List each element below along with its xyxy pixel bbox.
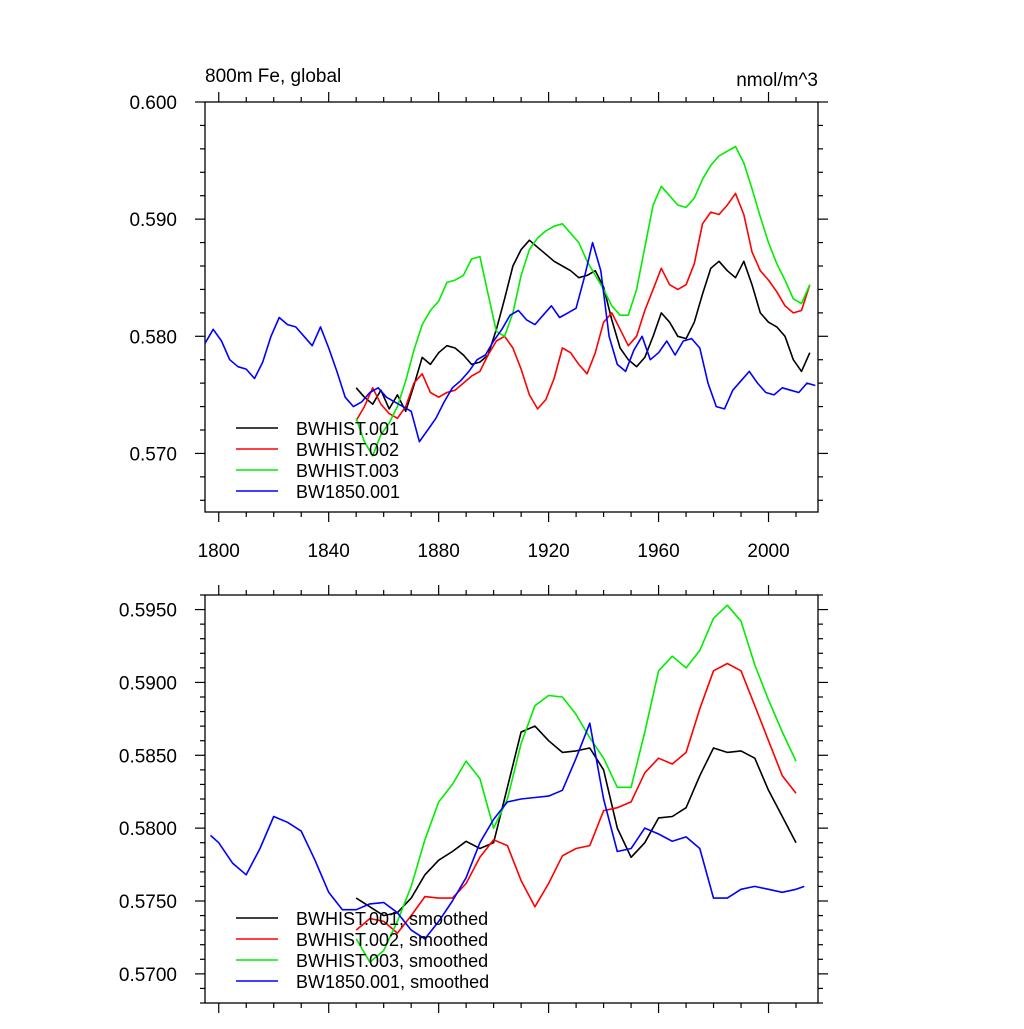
series-line-bwhist-001-smoothed — [355, 725, 797, 917]
y-tick-label: 0.5850 — [119, 746, 177, 767]
series-line-bwhist-003 — [355, 145, 811, 457]
x-tick-label: 2000 — [747, 541, 789, 562]
top-plot-area: 1800 1840 1880 1920 1960 2000 0.570 0.580 0.590 0… — [129, 92, 828, 562]
y-tick-label: 0.5800 — [119, 819, 177, 840]
bottom-panel: 0.5700 0.5750 0.5800 0.5850 0.5900 0.5950 BWHI… — [119, 585, 828, 1013]
chart-title: 800m Fe, global — [205, 66, 341, 87]
y-tick-label: 0.570 — [129, 444, 177, 465]
chart-units: nmol/m^3 — [736, 70, 818, 91]
top-panel: 800m Fe, global nmol/m^3 1800 1840 1880 192… — [129, 66, 828, 562]
y-tick-label: 0.600 — [129, 93, 177, 114]
series-line-bwhist-002-smoothed — [355, 662, 797, 934]
legend-label: BW1850.001 — [296, 482, 400, 502]
plot-frame — [204, 101, 819, 513]
legend-label: BWHIST.003 — [296, 461, 399, 481]
legend-label: BWHIST.002 — [296, 440, 399, 460]
y-tick-label: 0.5700 — [119, 965, 177, 986]
bottom-plot-area: 0.5700 0.5750 0.5800 0.5850 0.5900 0.5950 BWHI… — [119, 585, 828, 1013]
x-tick-label: 1800 — [198, 541, 240, 562]
legend-label: BWHIST.001 — [296, 419, 399, 439]
x-tick-label: 1960 — [637, 541, 679, 562]
series-line-bwhist-003-smoothed — [355, 604, 797, 964]
y-tick-label: 0.5950 — [119, 601, 177, 622]
y-tick-label: 0.580 — [129, 327, 177, 348]
series-line-bwhist-002 — [355, 192, 811, 422]
x-tick-label: 1840 — [308, 541, 350, 562]
series-line-bwhist-001 — [355, 239, 811, 413]
y-tick-label: 0.5900 — [119, 673, 177, 694]
legend-label: BWHIST.001, smoothed — [296, 909, 488, 929]
legend-label: BWHIST.002, smoothed — [296, 930, 488, 950]
x-tick-label: 1880 — [418, 541, 460, 562]
y-tick-label: 0.590 — [129, 210, 177, 231]
x-tick-label: 1920 — [527, 541, 569, 562]
y-tick-label: 0.5750 — [119, 892, 177, 913]
series-line-bw1850-001 — [205, 241, 816, 443]
series-line-bw1850-001-smoothed — [209, 722, 805, 940]
legend-label: BW1850.001, smoothed — [296, 972, 489, 992]
legend-label: BWHIST.003, smoothed — [296, 951, 488, 971]
